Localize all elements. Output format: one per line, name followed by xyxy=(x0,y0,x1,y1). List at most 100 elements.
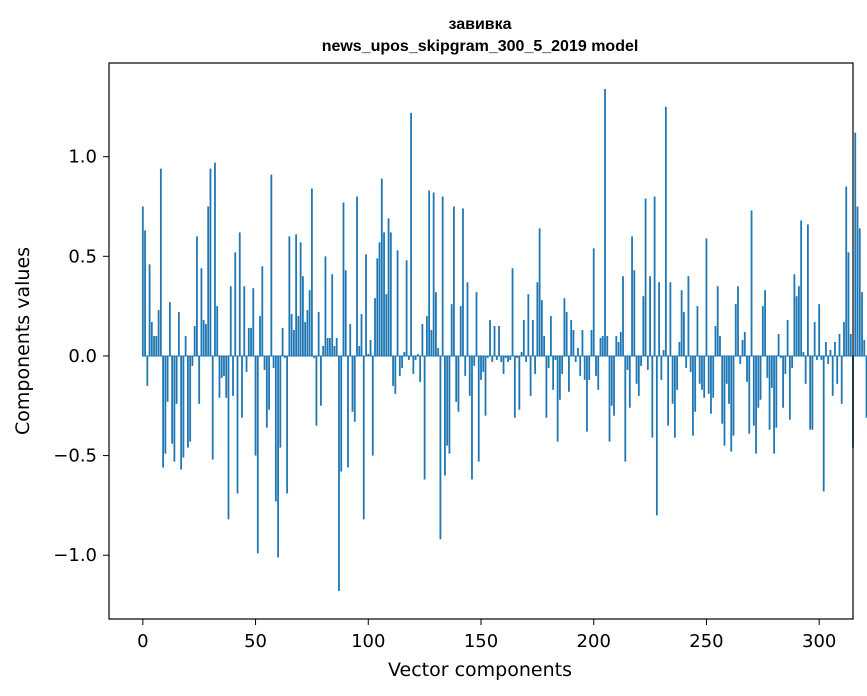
bar-123 xyxy=(419,355,422,382)
bar-246 xyxy=(696,306,699,356)
bar-65 xyxy=(288,236,291,356)
bar-1 xyxy=(144,230,146,356)
bar-156 xyxy=(493,326,496,356)
bar-58 xyxy=(272,355,275,368)
bar-313 xyxy=(847,252,850,356)
bar-213 xyxy=(622,276,624,356)
bar-289 xyxy=(793,274,796,356)
bar-80 xyxy=(322,345,325,356)
bar-166 xyxy=(516,355,518,358)
bar-190 xyxy=(570,320,573,356)
x-tick-label: 300 xyxy=(802,631,836,652)
bar-218 xyxy=(633,270,636,356)
bar-97 xyxy=(360,314,363,356)
bar-319 xyxy=(861,292,863,356)
bar-216 xyxy=(628,355,631,408)
bar-200 xyxy=(592,248,595,356)
bar-231 xyxy=(662,349,665,356)
bar-321 xyxy=(865,355,867,418)
bar-164 xyxy=(511,268,514,356)
bar-47 xyxy=(247,328,250,356)
bar-217 xyxy=(631,236,633,356)
bar-305 xyxy=(829,349,832,356)
x-axis-label: Vector components xyxy=(388,659,572,681)
bar-214 xyxy=(624,355,627,462)
bar-31 xyxy=(211,355,214,460)
bar-178 xyxy=(543,336,546,356)
bar-248 xyxy=(701,355,703,390)
bar-103 xyxy=(374,298,376,356)
bar-244 xyxy=(692,355,694,436)
bar-152 xyxy=(484,355,487,416)
bar-99 xyxy=(365,254,367,356)
y-tick-label: 1.0 xyxy=(68,147,97,168)
bar-90 xyxy=(344,270,347,356)
bar-54 xyxy=(263,355,266,370)
bar-161 xyxy=(504,355,507,358)
bar-81 xyxy=(324,256,327,356)
bar-112 xyxy=(394,355,397,394)
bar-84 xyxy=(331,274,334,356)
bar-62 xyxy=(281,328,284,356)
bar-299 xyxy=(816,355,818,360)
bar-21 xyxy=(189,355,192,442)
bar-171 xyxy=(527,294,530,356)
bar-22 xyxy=(191,355,194,366)
bar-180 xyxy=(547,355,550,368)
bar-184 xyxy=(556,355,559,442)
bar-267 xyxy=(743,332,746,356)
bar-234 xyxy=(669,282,672,356)
bar-154 xyxy=(489,320,491,356)
bar-131 xyxy=(437,347,440,356)
bar-28 xyxy=(205,324,207,356)
bar-5 xyxy=(153,336,155,356)
bar-160 xyxy=(502,355,505,374)
bar-169 xyxy=(522,320,525,356)
bar-300 xyxy=(818,304,821,356)
bar-176 xyxy=(538,228,541,356)
bar-41 xyxy=(234,252,237,356)
bar-257 xyxy=(721,355,724,424)
bar-18 xyxy=(182,355,185,458)
chart-title-line1: завивка xyxy=(448,16,511,33)
bar-105 xyxy=(378,242,381,356)
bar-111 xyxy=(392,355,394,386)
bar-230 xyxy=(660,355,663,380)
bar-199 xyxy=(590,330,593,356)
bar-113 xyxy=(396,250,399,356)
bar-0 xyxy=(141,206,144,356)
bar-238 xyxy=(678,342,681,356)
bar-114 xyxy=(398,355,401,376)
bar-100 xyxy=(367,353,370,356)
bar-145 xyxy=(468,355,471,396)
bar-274 xyxy=(759,355,762,400)
bar-88 xyxy=(340,355,343,472)
bar-258 xyxy=(723,355,726,446)
bar-197 xyxy=(586,355,588,432)
bar-172 xyxy=(529,355,532,396)
bar-55 xyxy=(265,355,268,428)
bar-124 xyxy=(421,324,424,356)
bar-233 xyxy=(667,355,670,426)
bar-239 xyxy=(680,290,683,356)
bar-272 xyxy=(755,355,757,454)
bar-202 xyxy=(597,355,600,390)
bar-107 xyxy=(383,232,385,356)
bar-297 xyxy=(811,355,814,430)
bar-240 xyxy=(683,312,685,356)
bar-148 xyxy=(475,292,478,356)
bar-174 xyxy=(534,355,537,374)
bar-30 xyxy=(209,168,212,356)
bar-255 xyxy=(716,286,719,356)
bar-50 xyxy=(254,355,257,456)
bar-271 xyxy=(752,355,755,426)
x-tick-label: 50 xyxy=(244,631,267,652)
bar-242 xyxy=(687,276,690,356)
y-tick-label: 0.0 xyxy=(68,346,97,367)
bar-153 xyxy=(486,355,489,358)
bar-256 xyxy=(719,336,721,356)
bar-73 xyxy=(306,310,309,356)
bar-118 xyxy=(407,355,410,360)
bar-219 xyxy=(635,355,638,384)
bar-210 xyxy=(615,336,618,356)
